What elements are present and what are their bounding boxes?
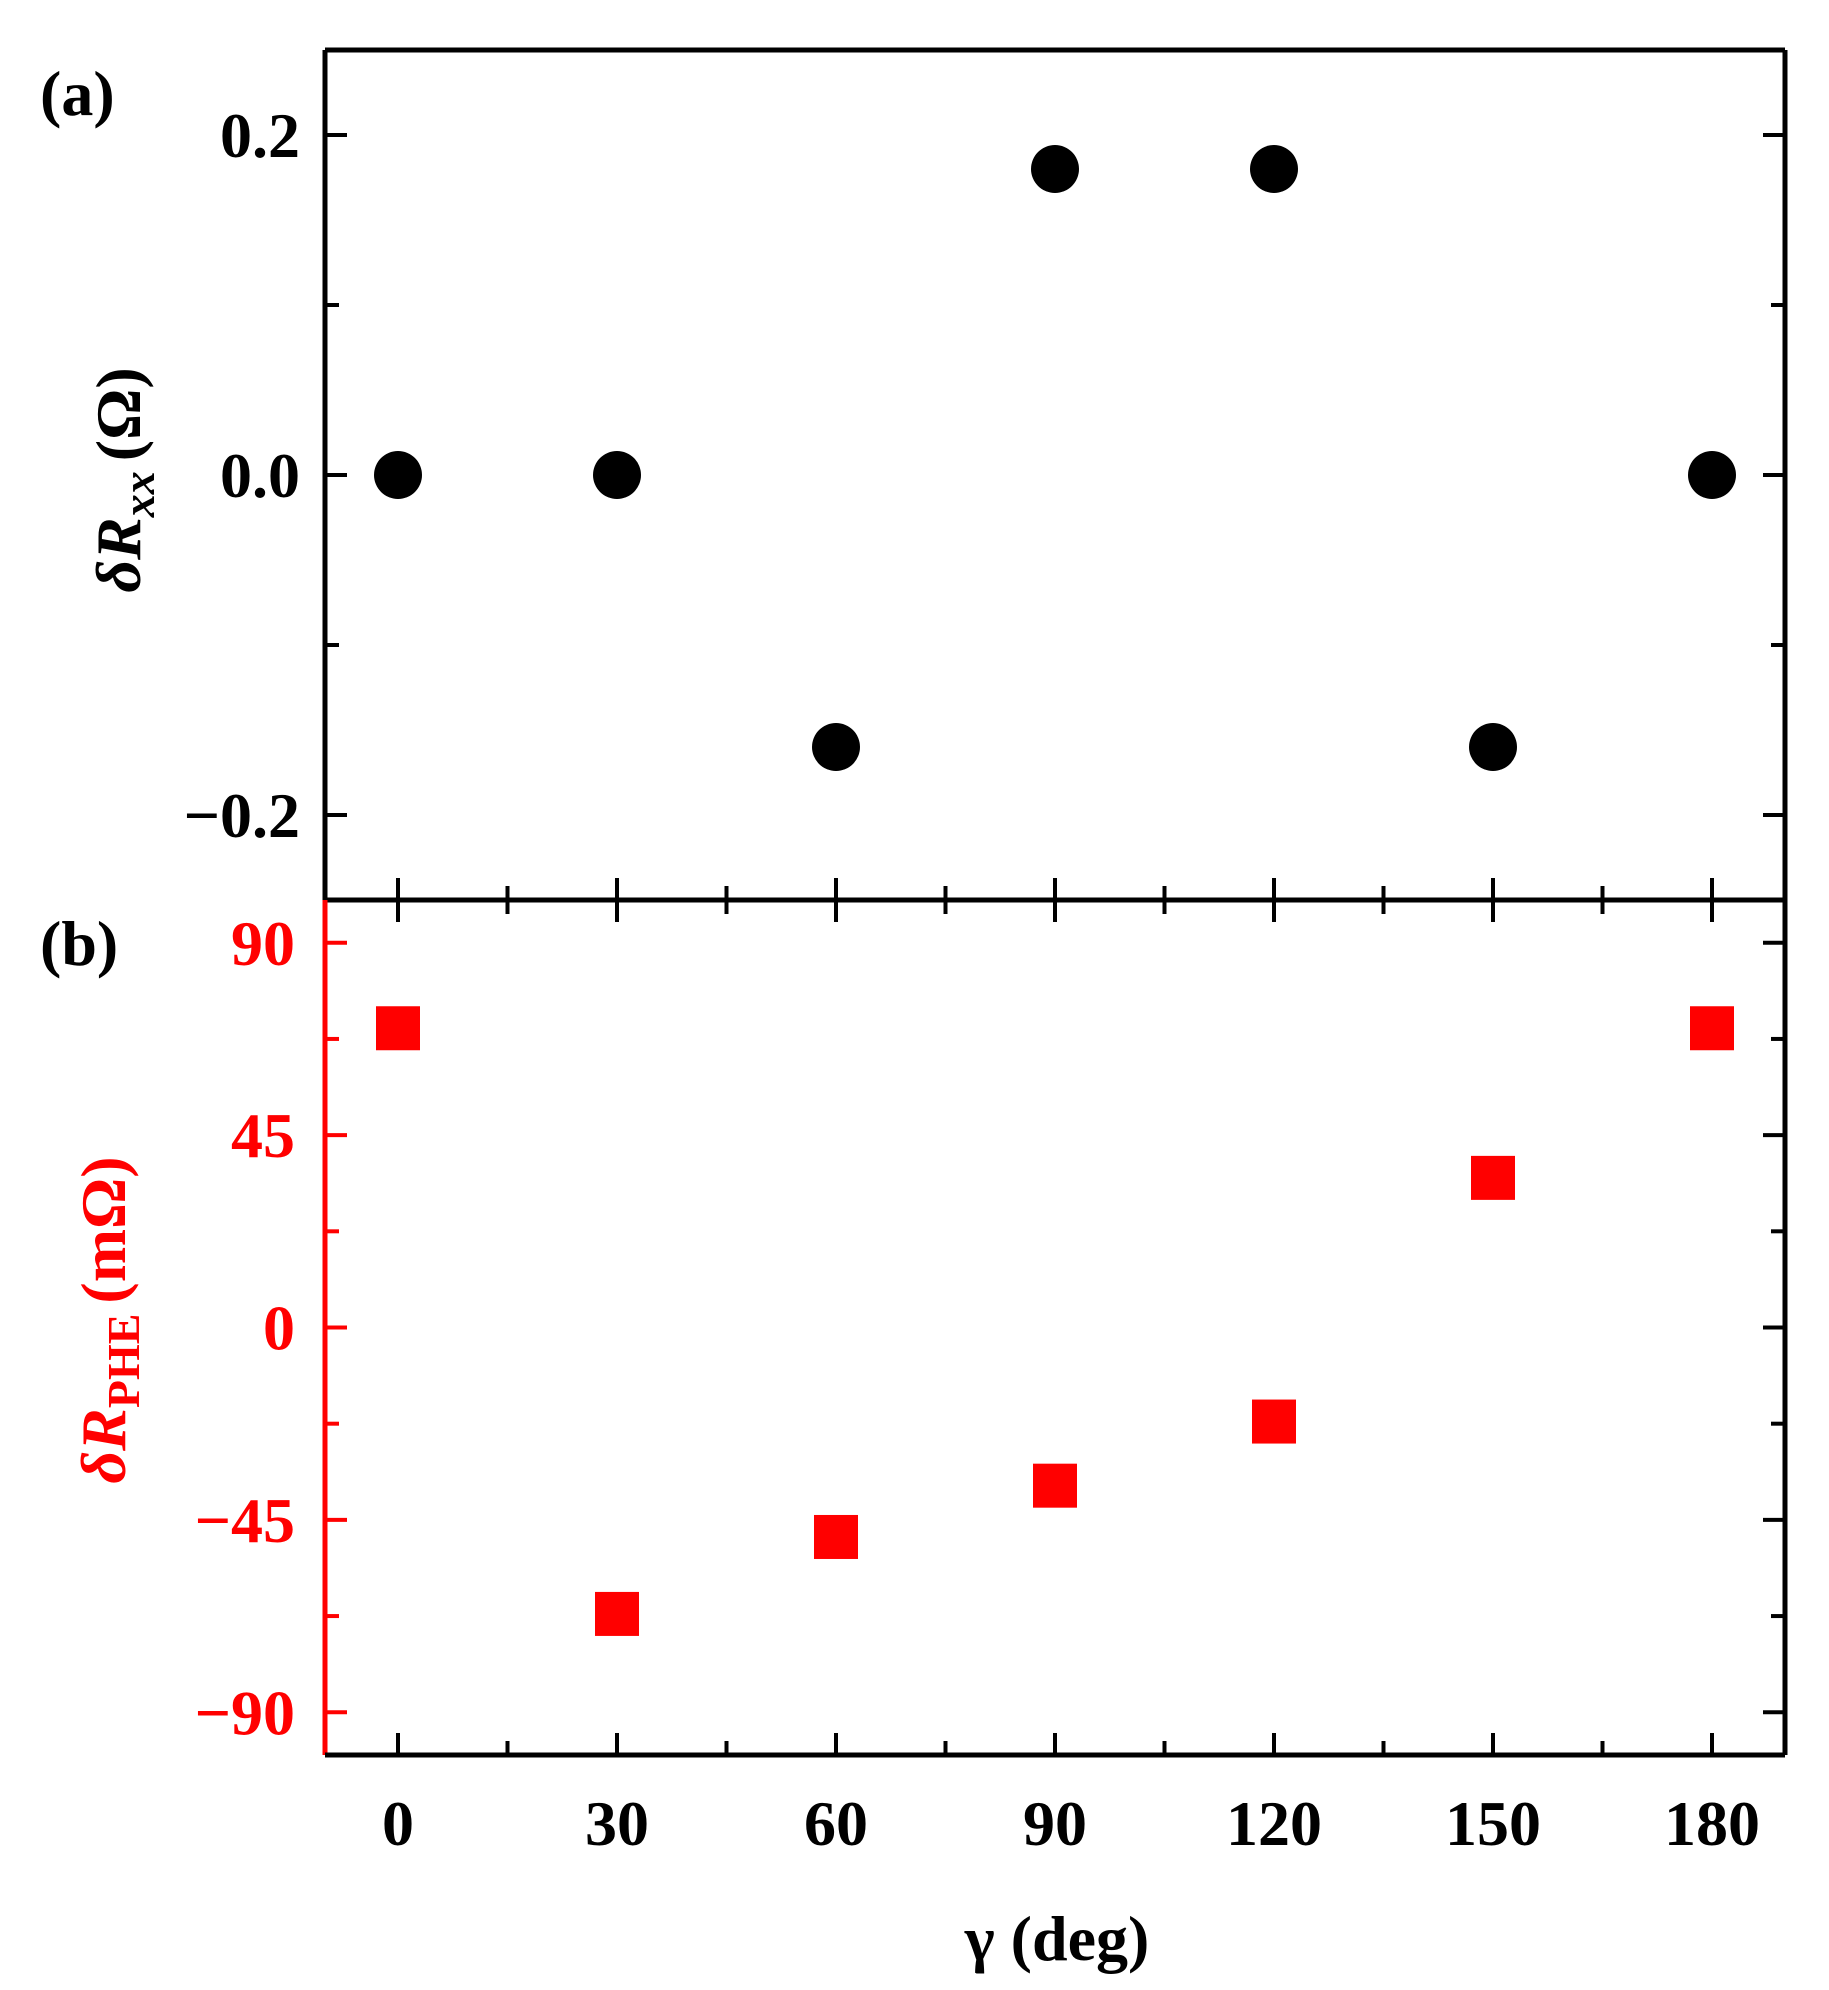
- panel-a-point: [1469, 723, 1517, 771]
- x-axis-label: γ (deg): [964, 1903, 1150, 1974]
- panel-a-ylabel-subscript: xx: [113, 471, 164, 518]
- panel-a-ylabel: δRxx (Ω): [83, 367, 164, 592]
- panel-a-point: [374, 451, 422, 499]
- panel-a-ytick-label: −0.2: [184, 780, 300, 851]
- panel-a-ylabel-symbol: δR: [83, 517, 154, 592]
- panel-b-ylabel-subscript: PHE: [98, 1314, 149, 1409]
- xtick-label: 90: [1023, 1788, 1087, 1859]
- panel-b-point: [1033, 1463, 1077, 1508]
- panel-a-label: (a): [40, 58, 115, 129]
- panel-b-point: [1252, 1399, 1296, 1444]
- panel-b-point: [376, 1006, 420, 1051]
- panel-b-ylabel: δRPHE (mΩ): [68, 1156, 149, 1483]
- panel-b-ytick-label: −45: [195, 1485, 295, 1556]
- xtick-label: 150: [1445, 1788, 1541, 1859]
- xtick-label: 120: [1226, 1788, 1322, 1859]
- panel-b-ytick-label: 90: [231, 908, 295, 979]
- panel-b-ylabel-symbol: δR: [68, 1408, 139, 1483]
- panel-a-point: [812, 723, 860, 771]
- panel-a-point: [1688, 451, 1736, 499]
- panel-b-point: [595, 1591, 639, 1636]
- panel-a-point: [1250, 145, 1298, 193]
- panel-b-point: [1690, 1006, 1734, 1051]
- panel-a-point: [1031, 145, 1079, 193]
- panel-b-ytick-label: 45: [231, 1100, 295, 1171]
- panel-b-ytick-label: 0: [263, 1293, 295, 1364]
- panel-a: (a) −0.2 0.0 0.2 δRxx (Ω): [40, 58, 1785, 851]
- panel-a-point: [593, 451, 641, 499]
- panel-b-point: [814, 1514, 858, 1559]
- xtick-label: 60: [804, 1788, 868, 1859]
- panel-a-ytick-label: 0.0: [220, 440, 300, 511]
- panel-b-ylabel-unit: (mΩ): [68, 1156, 139, 1303]
- xtick-label: 0: [382, 1788, 414, 1859]
- xtick-label: 180: [1664, 1788, 1760, 1859]
- panel-b-point: [1471, 1155, 1515, 1200]
- panel-a-ylabel-unit: (Ω): [83, 367, 154, 461]
- xtick-label: 30: [585, 1788, 649, 1859]
- panel-b-ytick-label: −90: [195, 1677, 295, 1748]
- panel-b-label: (b): [40, 908, 118, 979]
- panel-a-ytick-label: 0.2: [220, 100, 300, 171]
- panel-b: (b) −90 −45 0 45 90 δRPHE (mΩ): [40, 908, 1785, 1748]
